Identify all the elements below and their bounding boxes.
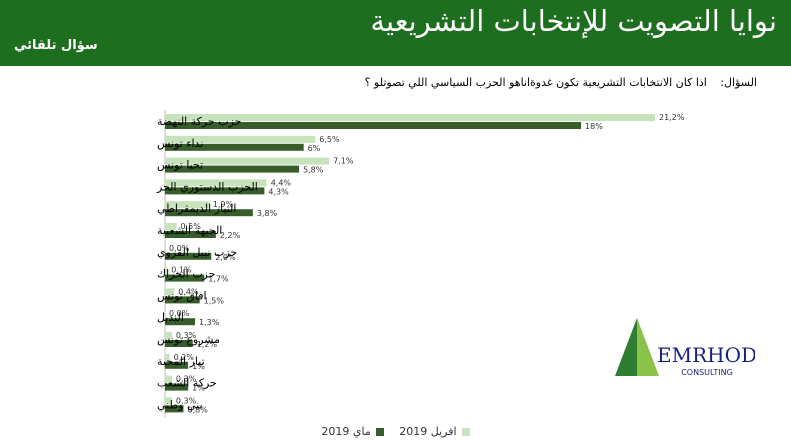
logo-name: EMRHOD: [657, 343, 755, 367]
category-label: مشروع تونس: [157, 333, 220, 346]
data-label-may: 6%: [308, 144, 321, 153]
bar-may: [165, 165, 300, 173]
header-bar: نوايا التصويت للإنتخابات التشريعية سؤال …: [0, 0, 791, 66]
data-label-april: 0,3%: [176, 331, 197, 340]
data-label-april: 7,1%: [333, 157, 354, 166]
data-label-may: 1,5%: [204, 296, 225, 305]
bar-may: [165, 383, 189, 391]
data-label-may: 18%: [585, 122, 603, 131]
data-label-april: 0,4%: [178, 287, 199, 296]
bar-may: [165, 122, 582, 129]
bar-may: [165, 296, 200, 304]
category-label: البديل: [157, 311, 184, 324]
bar-april: [165, 135, 316, 143]
category-label: حزب نبيل القروي: [157, 246, 237, 259]
data-label-may: 3,8%: [257, 209, 278, 218]
category-label: تيار المحبة: [157, 355, 205, 368]
data-label-april: 0,3%: [176, 396, 197, 405]
category-label: الجبهة الشعبية: [157, 224, 222, 237]
bar-may: [165, 405, 184, 413]
bar-april: [165, 353, 170, 361]
question-label: السؤال:: [720, 76, 757, 89]
data-label-may: 2,0%: [215, 253, 236, 262]
category-label: افاق تونس: [157, 289, 207, 302]
data-label-april: 1,9%: [213, 200, 234, 209]
bar-april: [165, 114, 655, 121]
legend-item-may: ماي 2019: [321, 425, 384, 438]
bar-april: [165, 223, 177, 230]
bar-may: [165, 187, 265, 195]
bar-april: [165, 201, 209, 209]
bar-may: [165, 143, 304, 151]
survey-question: السؤال: اذا كان الانتخابات التشريعية تكو…: [365, 76, 757, 89]
legend-swatch-may: [375, 428, 384, 436]
data-label-may: 5,8%: [303, 166, 324, 175]
bar-april: [165, 332, 172, 339]
page-title: نوايا التصويت للإنتخابات التشريعية: [370, 4, 777, 38]
bar-may: [165, 252, 212, 260]
data-label-april: 0,2%: [174, 353, 195, 362]
bar-may: [165, 231, 216, 238]
data-label-april: 0,3%: [176, 375, 197, 384]
data-label-may: 1,7%: [208, 275, 229, 284]
bar-may: [165, 361, 189, 369]
bar-april: [165, 375, 172, 383]
legend-label-april: افريل 2019: [399, 425, 457, 438]
category-label: بني وطني: [157, 398, 203, 411]
bar-april: [165, 179, 267, 187]
bar-april: [165, 397, 172, 405]
category-label: حزب حركة النهضة: [157, 115, 241, 128]
data-label-may: 4,3%: [268, 187, 289, 196]
data-label-may: 0,8%: [187, 405, 208, 414]
bar-may: [165, 318, 196, 326]
logo-triangle-light: [637, 318, 659, 376]
category-label: الحزب الدستوري الحر: [156, 180, 258, 193]
logo-triangle-dark: [615, 318, 637, 376]
data-label-may: 1,3%: [199, 318, 220, 327]
data-label-april: 0,0%: [169, 309, 190, 318]
category-label: حركة الشعب: [157, 377, 217, 390]
legend-label-may: ماي 2019: [321, 425, 371, 438]
data-label-april: 0,1%: [171, 266, 192, 275]
chart-legend: ماي 2019 افريل 2019: [0, 425, 791, 438]
legend-item-april: افريل 2019: [399, 425, 470, 438]
category-label: نداء تونس: [157, 137, 203, 150]
logo-subtitle: CONSULTING: [681, 368, 733, 377]
data-label-april: 0,5%: [181, 222, 202, 231]
data-label-may: 2,2%: [220, 231, 241, 240]
data-label-april: 21,2%: [659, 113, 685, 122]
data-label-april: 4,4%: [271, 178, 292, 187]
bar-april: [165, 266, 168, 274]
header-tag: سؤال تلقائي: [14, 38, 98, 53]
bar-april: [165, 288, 175, 296]
bar-may: [165, 340, 193, 347]
data-label-may: 1,2%: [197, 340, 218, 349]
category-label: حزب الحراك: [157, 268, 215, 281]
data-label-april: 0,0%: [169, 244, 190, 253]
category-label: تحيا تونس: [157, 159, 203, 172]
data-label-april: 6,5%: [319, 135, 340, 144]
category-label: التيار الديمقراطي: [157, 202, 236, 215]
question-text: اذا كان الانتخابات التشريعية تكون غدوةان…: [364, 76, 707, 89]
data-label-may: 1%: [192, 362, 205, 371]
emrhod-logo: EMRHOD CONSULTING: [615, 318, 755, 377]
bar-may: [165, 274, 205, 282]
legend-swatch-april: [461, 428, 470, 436]
bar-april: [165, 157, 330, 165]
bar-may: [165, 209, 253, 217]
data-label-may: 1%: [192, 384, 205, 393]
